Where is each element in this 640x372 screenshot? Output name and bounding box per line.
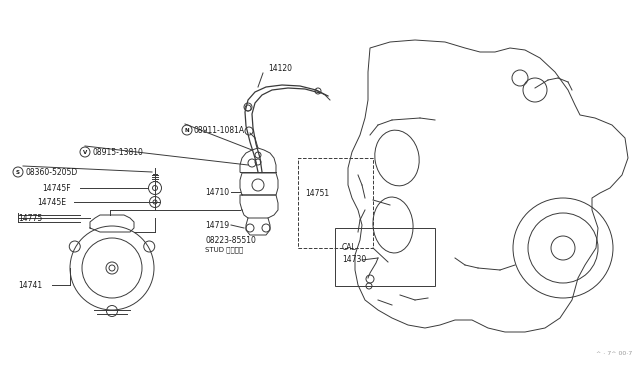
Text: ^ · 7^ 00·7: ^ · 7^ 00·7 [596,351,632,356]
Text: 14751: 14751 [305,189,329,198]
Text: 14775: 14775 [18,214,42,222]
Text: 14710: 14710 [205,187,229,196]
Text: N: N [185,128,189,132]
Bar [298,158,373,248]
Text: 08911-1081A: 08911-1081A [194,125,245,135]
Text: CAL: CAL [342,244,356,253]
Text: 14120: 14120 [268,64,292,73]
Text: 08915-13810: 08915-13810 [92,148,143,157]
Text: 14730: 14730 [342,256,366,264]
Text: V: V [83,150,87,154]
Text: 08360-5205D: 08360-5205D [25,167,77,176]
Text: 14745E: 14745E [37,198,66,206]
Text: 14741: 14741 [18,280,42,289]
Text: STUD スタッド: STUD スタッド [205,247,243,253]
Text: 08223-85510: 08223-85510 [205,235,256,244]
Text: 14745F: 14745F [42,183,70,192]
Text: S: S [16,170,20,174]
Bar [335,228,435,286]
Text: 14719: 14719 [205,221,229,230]
